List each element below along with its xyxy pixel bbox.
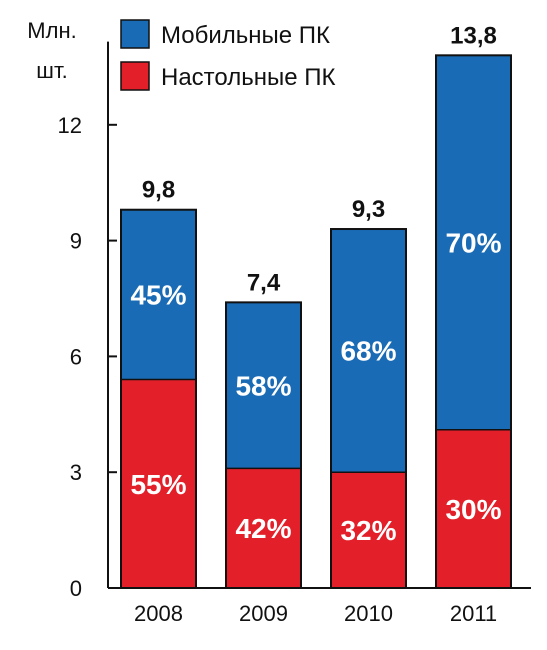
y-tick-label: 9: [70, 229, 82, 254]
total-label: 9,3: [352, 196, 385, 223]
legend-label-desktop: Настольные ПК: [161, 64, 336, 91]
legend-item-desktop: Настольные ПК: [120, 61, 336, 91]
percent-label-mobile: 45%: [130, 280, 186, 311]
percent-label-desktop: 55%: [130, 469, 186, 500]
y-tick-label: 0: [70, 576, 82, 601]
percent-label-mobile: 68%: [340, 336, 396, 367]
legend-item-mobile: Мобильные ПК: [120, 19, 330, 49]
x-axis-ticks: 2008 2009 2010 2011: [134, 601, 497, 626]
y-tick-label: 3: [70, 460, 82, 485]
bar-segment-mobile: [121, 209, 196, 380]
bar-segment-mobile: [226, 302, 301, 469]
y-tick-label: 6: [70, 344, 82, 369]
bar-segment-desktop: [226, 468, 301, 588]
percent-label-desktop: 42%: [235, 513, 291, 544]
percent-label-desktop: 30%: [445, 494, 501, 525]
x-tick-label: 2009: [239, 601, 288, 626]
bar-segment-mobile: [436, 55, 511, 430]
total-label: 13,8: [450, 22, 497, 49]
bar-segment-desktop: [436, 429, 511, 588]
bar-segment-desktop: [331, 472, 406, 588]
legend-swatch-desktop: [120, 61, 150, 91]
legend: Мобильные ПК Настольные ПК: [120, 19, 336, 91]
percent-label-desktop: 32%: [340, 515, 396, 546]
x-tick-label: 2011: [450, 601, 497, 626]
y-axis-label-line-2: шт.: [36, 58, 67, 83]
percent-label-mobile: 70%: [445, 228, 501, 259]
y-axis-label-line-1: Млн.: [27, 18, 76, 43]
y-tick-label: 12: [58, 113, 82, 138]
plot-area: 55% 45% 9,8 42% 58% 7,4 32% 68% 9,3 30% 70% 13,8 0 3…: [58, 22, 531, 626]
total-label: 9,8: [142, 177, 175, 204]
legend-label-mobile: Мобильные ПК: [161, 22, 330, 49]
legend-swatch-mobile: [120, 19, 150, 49]
bar-segment-mobile: [331, 229, 406, 473]
total-label: 7,4: [247, 269, 281, 296]
y-axis-ticks: 0 3 6 9 12: [58, 113, 117, 601]
bar-segment-desktop: [121, 379, 196, 588]
x-tick-label: 2010: [344, 601, 393, 626]
x-tick-label: 2008: [134, 601, 183, 626]
percent-label-mobile: 58%: [235, 370, 291, 401]
bars: 55% 45% 9,8 42% 58% 7,4 32% 68% 9,3 30% 70% 13,8: [120, 22, 512, 590]
